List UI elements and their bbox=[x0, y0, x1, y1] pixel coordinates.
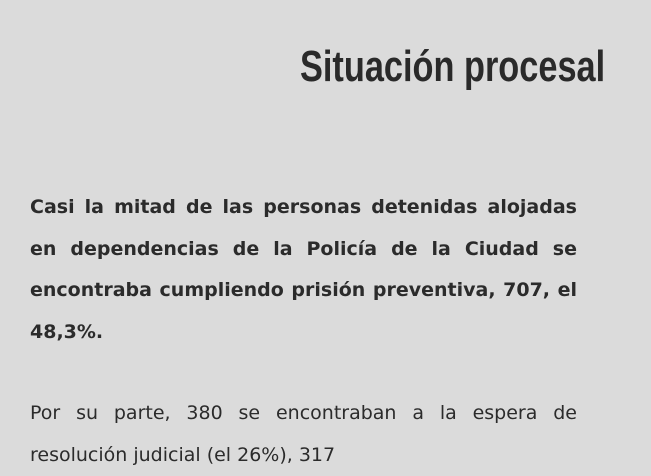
body-paragraph: Por su parte, 380 se encontraban a la es… bbox=[30, 402, 577, 466]
page: Situación procesal Casi la mitad de las … bbox=[30, 42, 606, 466]
page-title: Situación procesal bbox=[300, 42, 606, 91]
lead-paragraph: Casi la mitad de las personas detenidas … bbox=[30, 196, 577, 343]
